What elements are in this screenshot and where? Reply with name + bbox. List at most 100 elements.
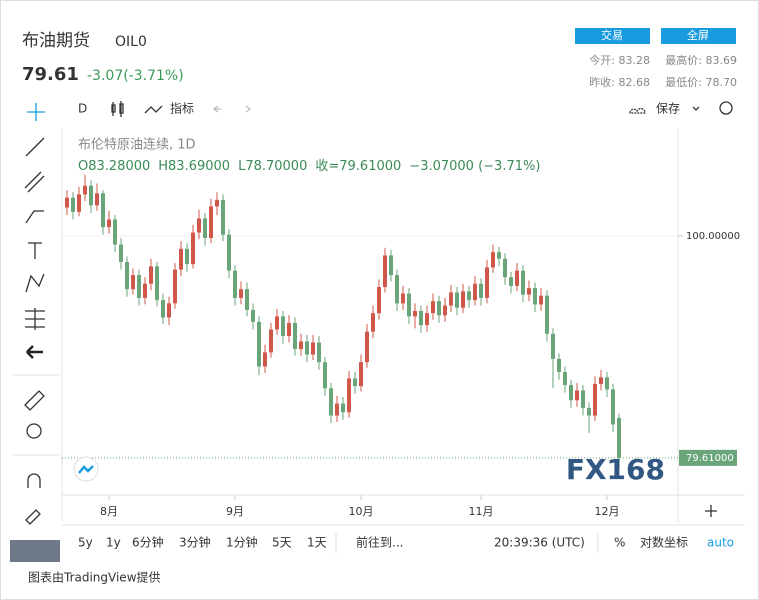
tool[interactable]	[25, 273, 45, 293]
candle-body	[461, 291, 465, 308]
fullscreen-button[interactable]	[661, 28, 736, 44]
candle-body	[257, 321, 261, 367]
tool[interactable]	[24, 390, 45, 411]
candle-body	[131, 275, 135, 290]
candle-body	[371, 313, 375, 332]
candle-body	[605, 377, 609, 390]
candle-body	[71, 197, 75, 212]
trade-label[interactable]: 交易	[601, 28, 623, 42]
tool[interactable]	[27, 473, 41, 488]
candle-body	[221, 199, 225, 235]
candle-body	[377, 286, 381, 314]
time: 20:39:36 (UTC)	[494, 536, 585, 550]
range[interactable]: 5y	[78, 536, 93, 550]
legend-change: −3.07000 (−3.71%)	[409, 159, 540, 174]
candle-body	[77, 194, 81, 212]
candle-body	[497, 252, 501, 259]
candle-body	[383, 255, 387, 287]
candle-body	[101, 193, 105, 228]
tool[interactable]	[26, 345, 43, 359]
log-scale[interactable]: 对数坐标	[640, 535, 688, 550]
candle-body	[341, 403, 345, 413]
candle-body	[551, 333, 555, 359]
candle-body	[449, 292, 453, 306]
range[interactable]: 5天	[272, 536, 292, 550]
candle-body	[503, 258, 507, 278]
tool[interactable]	[25, 137, 45, 157]
range[interactable]: 1分钟	[226, 535, 258, 550]
cloud-icon[interactable]	[629, 107, 646, 114]
candle-body	[407, 293, 411, 317]
candle-body	[233, 270, 237, 298]
fullscreen-label[interactable]: 全屏	[687, 28, 709, 42]
stat: 今开: 83.28	[589, 53, 650, 67]
candle-body	[65, 197, 69, 208]
candle-body	[599, 377, 603, 384]
tool[interactable]	[28, 242, 42, 259]
candle-body	[473, 283, 477, 301]
settings-icon[interactable]	[719, 101, 733, 115]
candle-body	[173, 269, 177, 304]
candle-body	[587, 407, 591, 416]
tool[interactable]	[24, 171, 45, 193]
candle-icon[interactable]	[111, 101, 124, 117]
dropdown[interactable]	[692, 106, 700, 111]
candle-body	[107, 219, 111, 228]
range[interactable]: 3分钟	[179, 535, 211, 550]
left-toolbar	[10, 137, 60, 562]
indicator-icon[interactable]	[144, 105, 163, 114]
stat: 昨收: 82.68	[589, 75, 650, 89]
candle-body	[329, 388, 333, 416]
goto[interactable]: 前往到...	[356, 535, 403, 550]
candle-body	[509, 277, 513, 286]
interval[interactable]: D	[78, 102, 87, 116]
candle-body	[593, 383, 597, 416]
footer: 图表由TradingView提供	[28, 570, 161, 585]
candle-body	[317, 342, 321, 363]
candle-body	[89, 185, 93, 206]
indicators[interactable]: 指标	[170, 101, 194, 116]
trade-button[interactable]	[575, 28, 650, 44]
stat: 最低价: 78.70	[665, 76, 737, 89]
candle-body	[125, 261, 129, 290]
save[interactable]: 保存	[656, 102, 680, 116]
tool-active[interactable]	[10, 540, 60, 562]
candle-body	[533, 288, 537, 305]
candle-body	[485, 267, 489, 298]
tool[interactable]	[26, 423, 42, 439]
tool[interactable]	[25, 509, 41, 525]
legend-close: 收=79.61000	[315, 159, 401, 174]
candle-body	[347, 378, 351, 413]
candle-body	[137, 275, 141, 298]
candle-body	[149, 266, 153, 284]
tool[interactable]	[25, 308, 45, 330]
title: 布油期货	[22, 31, 90, 51]
candle-body	[239, 289, 243, 298]
bottom-bar: 5y 1y 6分钟 3分钟 1分钟 5天 1天 前往到... 20:39:36 …	[78, 533, 734, 553]
axis-settings[interactable]	[705, 505, 717, 517]
candle-body	[353, 378, 357, 387]
range[interactable]: 1y	[106, 536, 121, 550]
x-tick-label: 8月	[100, 505, 118, 518]
candle-body	[515, 270, 519, 286]
percent[interactable]: %	[614, 536, 625, 550]
range[interactable]: 6分钟	[132, 535, 164, 550]
candle-body	[617, 417, 621, 458]
candle-body	[287, 322, 291, 337]
candle-body	[143, 283, 147, 298]
candle-body	[395, 275, 399, 304]
undo-redo[interactable]	[212, 105, 252, 113]
candle-body	[611, 389, 615, 425]
candle-body	[185, 248, 189, 265]
tool[interactable]	[25, 210, 44, 224]
candle-body	[161, 300, 165, 318]
auto-scale[interactable]: auto	[707, 536, 734, 550]
crosshair-icon[interactable]	[27, 103, 45, 121]
legend-open: O83.28000	[78, 159, 150, 174]
candle-body	[119, 244, 123, 262]
candle-body	[245, 289, 249, 310]
candle-body	[389, 255, 393, 276]
candle-body	[479, 283, 483, 298]
range[interactable]: 1天	[307, 536, 327, 550]
